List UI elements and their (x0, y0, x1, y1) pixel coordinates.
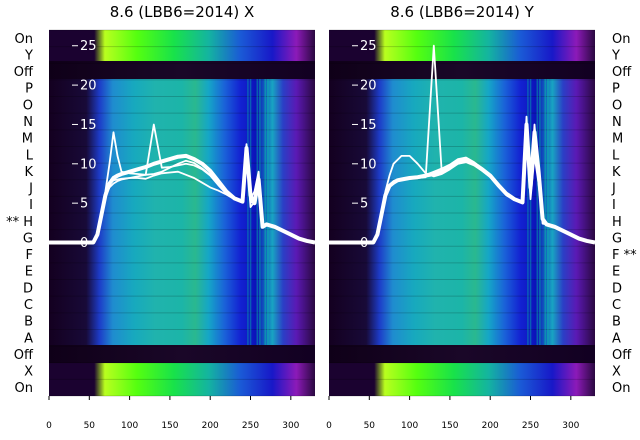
row-label-left: C (24, 298, 33, 313)
row-label-right: G (612, 231, 622, 246)
y-tick-label: 5 (80, 197, 88, 212)
heatmap-band (49, 79, 315, 345)
row-label-left: X (24, 365, 33, 380)
row-label-right: Y (611, 48, 620, 63)
heatmap-band (49, 30, 315, 61)
heatmap-streak (247, 79, 249, 345)
heatmap-band (329, 363, 595, 396)
row-label-right: X (612, 365, 621, 380)
heatmap-streak (544, 79, 546, 345)
y-tick-label: 15 (360, 118, 377, 133)
row-label-left: ** H (6, 215, 33, 230)
y-tick-label: 15 (80, 118, 97, 133)
x-tick-label: 300 (282, 421, 299, 431)
y-tick-label: 10 (360, 157, 377, 172)
row-label-right: H (612, 215, 622, 230)
heatmap-streak (536, 79, 538, 345)
row-label-left: N (23, 115, 33, 130)
y-tick-label: 20 (80, 79, 97, 94)
row-label-right: Off (612, 348, 632, 363)
row-label-left: On (15, 32, 33, 47)
row-label-right: C (612, 298, 621, 313)
y-tick-label: 20 (360, 79, 377, 94)
chart-panel-y: 8.6 (LBB6=2014) Y 0 5 10 15 20 250 50 100 150 200 2… (326, 3, 596, 431)
row-label-right: On (612, 381, 630, 396)
heatmap-band (49, 345, 315, 363)
row-label-right: F ** (612, 248, 637, 263)
row-label-right: A (612, 331, 621, 346)
row-label-right: On (612, 32, 630, 47)
row-label-left: Off (14, 348, 34, 363)
x-tick-label: 50 (364, 421, 376, 431)
series-line-4 (329, 115, 596, 244)
row-label-left: I (29, 198, 33, 213)
x-tick-label: 250 (242, 421, 259, 431)
heatmap-streak (547, 79, 549, 345)
x-tick-label: 300 (562, 421, 579, 431)
row-label-right: L (612, 148, 620, 163)
chart-title: 8.6 (LBB6=2014) Y (390, 3, 534, 21)
heatmap-streak (529, 79, 532, 345)
row-label-left: D (23, 281, 33, 296)
row-label-right: K (612, 165, 621, 180)
row-label-right: P (612, 82, 620, 97)
heatmap-streak (249, 79, 252, 345)
row-label-right: I (612, 198, 616, 213)
chart-title: 8.6 (LBB6=2014) X (110, 3, 255, 21)
row-label-left: E (25, 265, 33, 280)
row-label-left: P (25, 82, 33, 97)
row-label-left: G (23, 231, 33, 246)
row-label-right: Off (612, 65, 632, 80)
heatmap-band (329, 30, 595, 61)
row-label-left: K (24, 165, 33, 180)
row-label-left: Off (14, 65, 34, 80)
row-label-left: On (15, 381, 33, 396)
row-label-left: A (24, 331, 33, 346)
row-label-right: J (611, 182, 616, 197)
heatmap-band (329, 61, 595, 79)
y-tick-label: 10 (80, 157, 97, 172)
heatmap-band (329, 345, 595, 363)
heatmap-streak (264, 79, 266, 345)
x-tick-label: 150 (161, 421, 178, 431)
row-label-left: Y (24, 48, 33, 63)
heatmap-band (49, 61, 315, 79)
x-tick-label: 50 (84, 421, 96, 431)
heatmap-streak (527, 79, 529, 345)
x-tick-label: 250 (522, 421, 539, 431)
row-label-right: O (612, 98, 622, 113)
x-tick-label: 100 (121, 421, 138, 431)
row-label-right: N (612, 115, 622, 130)
x-tick-label: 0 (326, 421, 332, 431)
series-line-4 (49, 123, 316, 244)
heatmap-streak (267, 79, 269, 345)
chart-panel-x: 8.6 (LBB6=2014) X 0 5 10 15 20 250 50 100 150 200 2… (46, 3, 316, 431)
x-tick-label: 150 (441, 421, 458, 431)
x-tick-label: 0 (46, 421, 52, 431)
row-label-left: M (22, 132, 33, 147)
x-tick-label: 200 (202, 421, 219, 431)
row-label-left: F (26, 248, 33, 263)
heatmap-streak (256, 79, 258, 345)
row-label-left: J (28, 182, 33, 197)
row-label-right: M (612, 132, 623, 147)
row-label-right: D (612, 281, 622, 296)
row-label-right: E (612, 265, 620, 280)
heatmap-band (329, 79, 595, 345)
y-tick-label: 5 (360, 197, 368, 212)
y-tick-label: 25 (360, 39, 377, 54)
row-label-left: L (26, 148, 34, 163)
y-tick-label: 25 (80, 39, 97, 54)
row-label-left: O (23, 98, 33, 113)
x-tick-label: 200 (482, 421, 499, 431)
x-tick-label: 100 (401, 421, 418, 431)
row-label-left: B (24, 315, 33, 330)
heatmap-streak (539, 79, 541, 345)
heatmap-band (49, 363, 315, 396)
row-label-right: B (612, 315, 621, 330)
